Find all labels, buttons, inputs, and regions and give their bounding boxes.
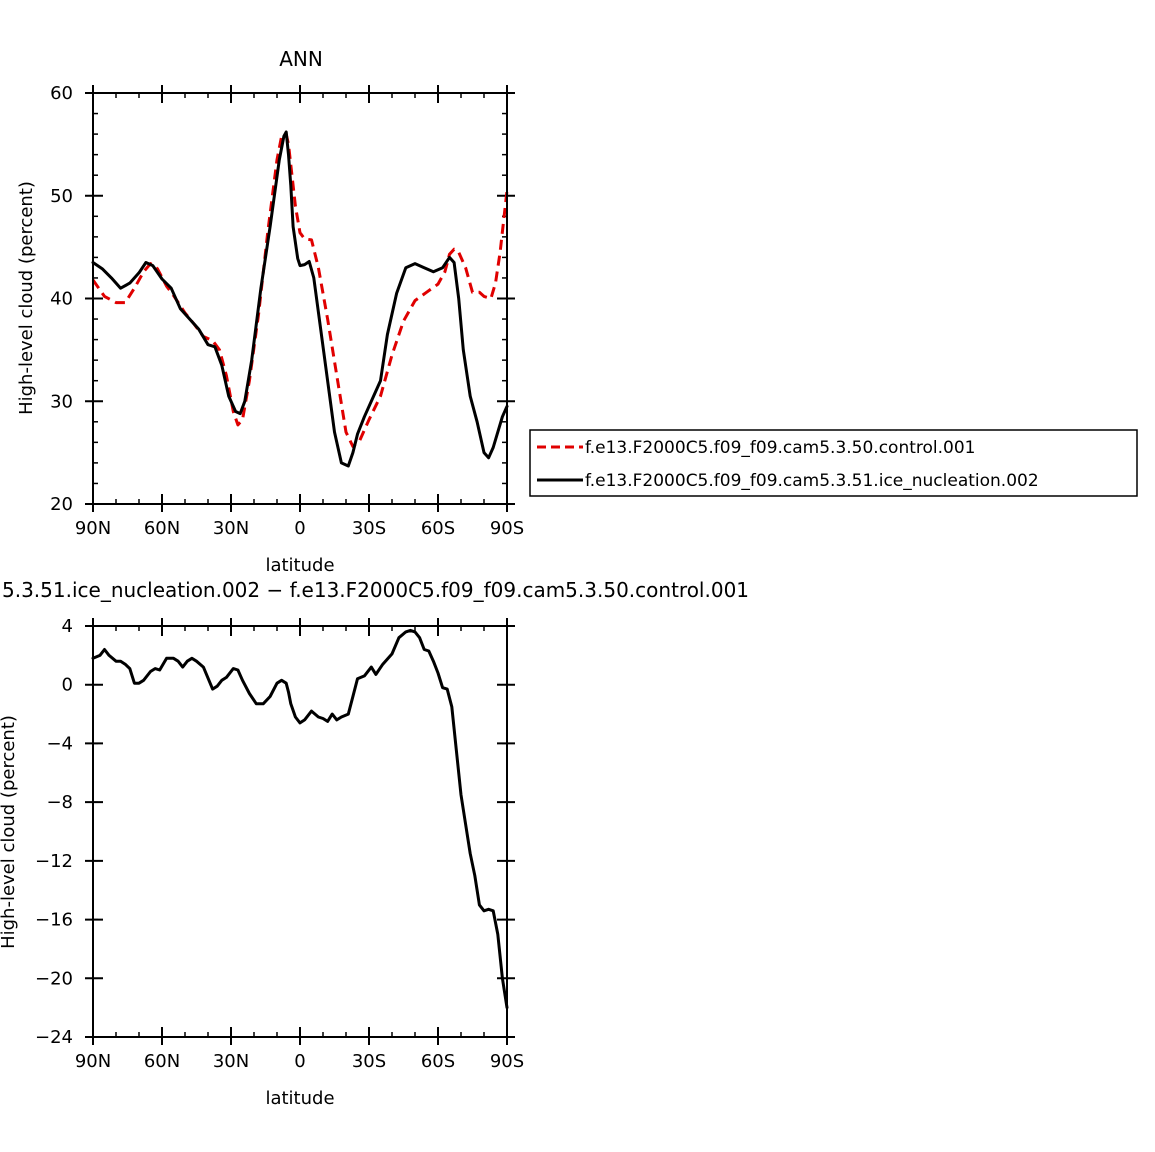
y-tick-label: −16 (35, 910, 73, 931)
x-tick-label: 0 (294, 518, 305, 539)
legend-label-control: f.e13.F2000C5.f09_f09.cam5.3.50.control.… (585, 438, 976, 458)
y-tick-label: −24 (35, 1027, 73, 1048)
y-tick-label: 50 (50, 186, 73, 207)
series-line-control (91, 132, 509, 448)
y-tick-label: −8 (46, 792, 73, 813)
bottom-plot-frame (92, 625, 508, 1038)
x-tick-label: 90S (490, 1051, 524, 1072)
x-tick-label: 30N (213, 518, 249, 539)
y-tick-label: −20 (35, 968, 73, 989)
bottom-panel: 5.3.51.ice_nucleation.002 − f.e13.F2000C… (0, 578, 749, 1109)
x-tick-label: 60S (421, 518, 455, 539)
series-line-difference (91, 628, 509, 1010)
x-tick-label: 30S (352, 1051, 386, 1072)
series-line-ice-nucleation (91, 130, 509, 468)
top-x-axis-title: latitude (265, 555, 334, 576)
bottom-y-axis-title: High-level cloud (percent) (0, 715, 19, 949)
top-plot-frame (92, 92, 508, 505)
bottom-axis-ticks: 90N 60N 30N 0 30S 60S 90S −24 −20 −16 −12 −8 −4 0 4 (35, 616, 524, 1072)
x-tick-label: 90N (75, 1051, 111, 1072)
y-tick-label: 20 (50, 494, 73, 515)
top-chart-title: ANN (279, 47, 323, 71)
y-tick-label: 30 (50, 391, 73, 412)
bottom-series-group (91, 628, 509, 1010)
bottom-x-axis-title: latitude (265, 1088, 334, 1109)
y-tick-label: −4 (46, 733, 73, 754)
top-y-axis-title: High-level cloud (percent) (16, 181, 37, 415)
bottom-chart-title: 5.3.51.ice_nucleation.002 − f.e13.F2000C… (2, 578, 749, 602)
x-tick-label: 60S (421, 1051, 455, 1072)
top-series-group (91, 130, 509, 468)
y-tick-label: 60 (50, 83, 73, 104)
legend-label-ice-nucleation: f.e13.F2000C5.f09_f09.cam5.3.51.ice_nucl… (585, 471, 1039, 491)
y-tick-label: −12 (35, 851, 73, 872)
x-tick-label: 30N (213, 1051, 249, 1072)
x-tick-label: 90S (490, 518, 524, 539)
x-tick-label: 90N (75, 518, 111, 539)
x-tick-label: 30S (352, 518, 386, 539)
x-tick-label: 60N (144, 518, 180, 539)
x-tick-label: 0 (294, 1051, 305, 1072)
y-tick-label: 0 (62, 675, 73, 696)
top-panel: ANN 90N 60N 30N 0 30S 60S 90S 20 30 40 50 60 latitu… (16, 47, 524, 576)
y-tick-label: 40 (50, 289, 73, 310)
legend: f.e13.F2000C5.f09_f09.cam5.3.50.control.… (529, 429, 1138, 497)
y-tick-label: 4 (62, 616, 73, 637)
legend-box (529, 429, 1138, 497)
x-tick-label: 60N (144, 1051, 180, 1072)
